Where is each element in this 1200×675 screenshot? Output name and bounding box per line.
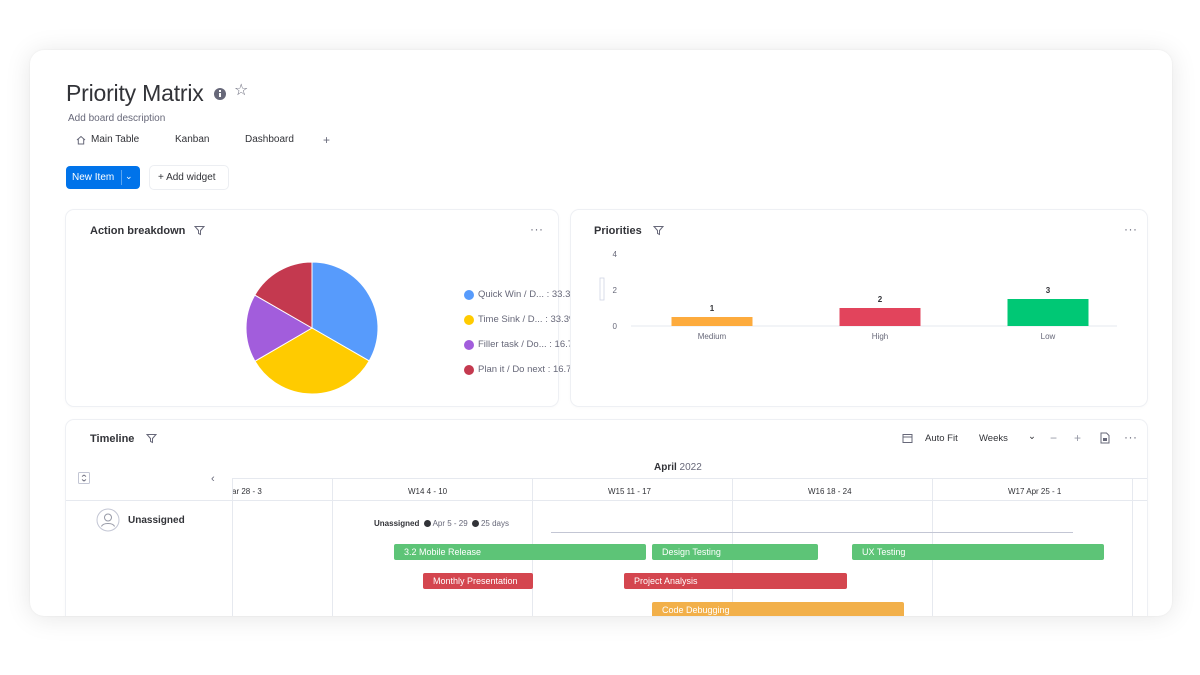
week-gridline <box>232 478 233 616</box>
legend-label: Time Sink / D... : 33.3% <box>478 314 578 325</box>
week-label: W17 Apr 25 - 1 <box>1008 487 1062 496</box>
timeline-item[interactable]: 3.2 Mobile Release <box>394 544 646 560</box>
pie-chart <box>245 261 379 395</box>
timeline-item[interactable]: Design Testing <box>652 544 818 560</box>
bar-high[interactable] <box>839 308 921 326</box>
chevron-down-icon[interactable]: ⌄ <box>125 171 133 181</box>
bar-low[interactable] <box>1007 299 1089 326</box>
legend-swatch <box>464 365 474 375</box>
auto-fit-button[interactable]: Auto Fit <box>925 433 958 444</box>
bar-medium[interactable] <box>671 317 753 326</box>
filter-icon[interactable] <box>653 225 664 236</box>
x-tick-label: High <box>872 332 888 341</box>
zoom-in-button[interactable]: + <box>1074 431 1082 445</box>
week-label: W16 18 - 24 <box>808 487 852 496</box>
timeline-item[interactable]: Code Debugging <box>652 602 904 616</box>
more-options-icon[interactable]: ··· <box>1124 222 1138 236</box>
new-item-label: New Item <box>72 172 115 183</box>
board-card: Priority Matrix ☆ Add board description … <box>30 50 1172 616</box>
group-span-line <box>551 532 1073 533</box>
new-item-button[interactable]: New Item ⌄ <box>66 166 140 189</box>
legend-swatch <box>464 315 474 325</box>
more-options-icon[interactable]: ··· <box>530 222 544 236</box>
timeline-item[interactable]: Monthly Presentation <box>423 573 533 589</box>
bar-value-label: 1 <box>710 304 715 313</box>
chevron-down-icon[interactable]: ⌄ <box>1028 431 1036 442</box>
zoom-out-button[interactable]: − <box>1050 431 1058 445</box>
action-breakdown-widget: Action breakdown ··· Quick Win / D... : … <box>66 210 581 406</box>
week-label: W14 4 - 10 <box>408 487 448 496</box>
tab-main-table[interactable]: Main Table <box>91 134 140 145</box>
legend-label: Plan it / Do next : 16.7% <box>478 364 580 375</box>
bar-chart: 4 2 0 1 Medium 2 High 3 Low <box>599 250 1117 341</box>
add-widget-button[interactable]: + Add widget <box>150 166 228 189</box>
legend-swatch <box>464 290 474 300</box>
y-tick-label: 0 <box>613 322 618 331</box>
legend-label: Filler task / Do... : 16.7% <box>478 339 582 350</box>
star-icon[interactable]: ☆ <box>234 82 249 99</box>
bar-value-label: 2 <box>878 295 883 304</box>
button-divider <box>121 170 122 185</box>
bar-value-label: 3 <box>1046 286 1051 295</box>
group-name[interactable]: Unassigned <box>128 515 185 526</box>
timeline-item[interactable]: Project Analysis <box>624 573 847 589</box>
timeline-divider <box>232 478 1147 479</box>
calendar-icon[interactable] <box>902 433 913 444</box>
board-description[interactable]: Add board description <box>68 113 166 124</box>
y-scroll-handle[interactable] <box>599 277 605 301</box>
widget-title: Priorities <box>594 225 642 237</box>
y-tick-label: 2 <box>613 286 618 295</box>
timeline-month: April 2022 <box>654 462 702 473</box>
x-tick-label: Low <box>1041 332 1056 341</box>
legend-label: Quick Win / D... : 33.3% <box>478 289 579 300</box>
scale-select[interactable]: Weeks <box>979 433 1008 444</box>
week-gridline <box>1132 478 1133 616</box>
timeline-widget: Timeline Auto Fit Weeks ⌄ − + ··· ‹ Apri… <box>66 420 1147 616</box>
collapse-groups-icon[interactable] <box>78 472 90 484</box>
timeline-item[interactable]: UX Testing <box>852 544 1104 560</box>
add-view-button[interactable]: + <box>323 133 331 147</box>
priorities-widget: Priorities ··· 4 2 0 1 Medium 2 High 3 Low <box>571 210 1147 406</box>
week-label: W15 11 - 17 <box>608 487 651 496</box>
widget-title: Action breakdown <box>90 225 186 237</box>
export-icon[interactable] <box>1100 432 1110 444</box>
y-tick-label: 4 <box>613 250 618 259</box>
avatar[interactable] <box>96 508 120 532</box>
filter-icon[interactable] <box>146 433 157 444</box>
group-summary: Unassigned Apr 5 - 29 25 days <box>374 519 509 528</box>
x-tick-label: Medium <box>698 332 727 341</box>
filter-icon[interactable] <box>194 225 205 236</box>
pie-slice[interactable] <box>254 327 370 395</box>
week-gridline <box>332 478 333 616</box>
widget-title: Timeline <box>90 433 135 445</box>
home-icon <box>76 135 86 145</box>
pie-slice[interactable] <box>254 261 313 329</box>
chevron-left-icon[interactable]: ‹ <box>211 473 215 485</box>
more-options-icon[interactable]: ··· <box>1124 430 1138 444</box>
week-label: ar 28 - 3 <box>232 487 262 496</box>
board-title[interactable]: Priority Matrix <box>66 80 204 106</box>
tab-dashboard[interactable]: Dashboard <box>245 134 294 145</box>
add-widget-label: + Add widget <box>158 172 216 183</box>
info-icon[interactable] <box>214 88 226 100</box>
timeline-divider <box>66 500 1147 501</box>
legend-swatch <box>464 340 474 350</box>
tab-kanban[interactable]: Kanban <box>175 134 210 145</box>
pie-slice[interactable] <box>311 261 379 362</box>
pie-slice[interactable] <box>245 294 313 362</box>
